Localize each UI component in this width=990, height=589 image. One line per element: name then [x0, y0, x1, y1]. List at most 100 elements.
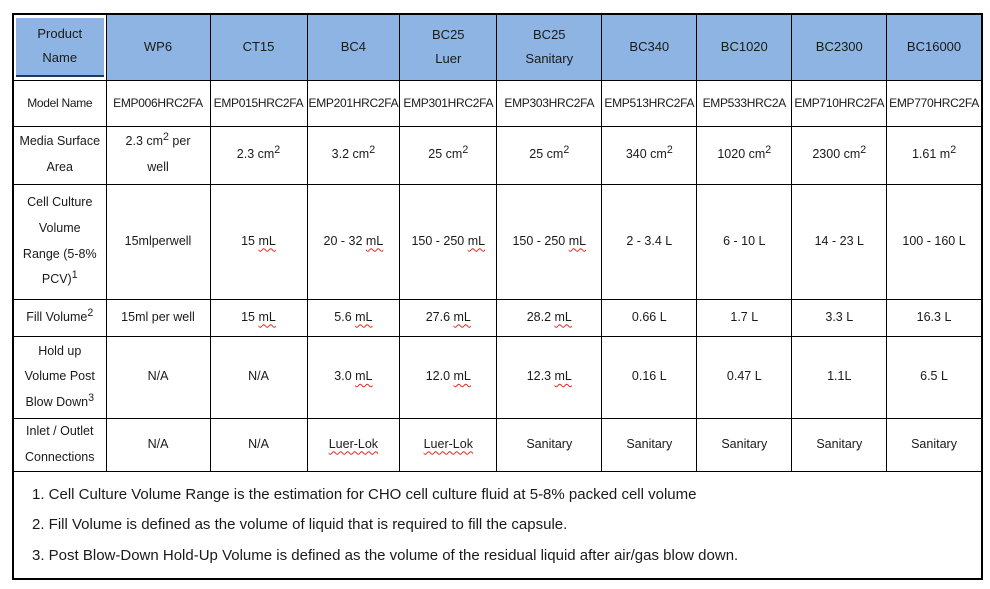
- table-row: Media Surface Area 2.3 cm2 per well 2.3 cm2 3…: [12, 125, 983, 185]
- table-cell: 15 mL: [209, 183, 308, 300]
- table-cell: 3.0 mL: [306, 335, 401, 419]
- spellcheck-squiggle-text: mL: [453, 309, 471, 324]
- table-cell: EMP006HRC2FA: [105, 79, 211, 127]
- table-header-row: Product Name WP6 CT15 BC4 BC25 Luer BC25 Sanitar…: [12, 13, 983, 81]
- table-cell: N/A: [105, 335, 211, 419]
- footnotes: 1. Cell Culture Volume Range is the esti…: [12, 470, 983, 580]
- spellcheck-squiggle-text: mL: [365, 233, 384, 248]
- table-cell: 27.6 mL: [399, 298, 498, 337]
- table-cell: Sanitary: [886, 417, 983, 472]
- superscript: 2: [462, 144, 469, 157]
- superscript: 2: [950, 144, 957, 157]
- header-cell-wp6: WP6: [105, 13, 211, 81]
- header-cell-bc340: BC340: [601, 13, 698, 81]
- header-cell-bc4: BC4: [306, 13, 401, 81]
- superscript: 2: [765, 144, 772, 157]
- row-label-media-surface: Media Surface Area: [12, 125, 107, 185]
- table-cell: 12.0 mL: [399, 335, 498, 419]
- spellcheck-squiggle-text: mL: [568, 233, 587, 248]
- spec-sheet-page: Product Name WP6 CT15 BC4 BC25 Luer BC25 Sanitar…: [12, 13, 983, 580]
- footnote: 3. Post Blow-Down Hold-Up Volume is defi…: [32, 546, 739, 564]
- table-cell: 15mlperwell: [105, 183, 211, 300]
- table-cell: EMP303HRC2FA: [496, 79, 603, 127]
- table-cell: 2.3 cm2 per well: [105, 125, 211, 185]
- table-cell: 3.3 L: [791, 298, 888, 337]
- spellcheck-squiggle-text: mL: [453, 369, 471, 384]
- table-cell: 14 - 23 L: [791, 183, 888, 300]
- table-cell: EMP770HRC2FA: [886, 79, 983, 127]
- table-cell: EMP513HRC2FA: [601, 79, 698, 127]
- table-cell: 20 - 32 mL: [306, 183, 401, 300]
- table-cell: 2.3 cm2: [209, 125, 308, 185]
- spellcheck-squiggle-text: mL: [554, 369, 572, 384]
- table-cell: EMP015HRC2FA: [209, 79, 308, 127]
- table-cell: 340 cm2: [601, 125, 698, 185]
- spellcheck-squiggle-text: mL: [258, 233, 276, 248]
- table-cell: EMP201HRC2FA: [306, 79, 401, 127]
- row-label-inlet-outlet: Inlet / Outlet Connections: [12, 417, 107, 472]
- table-cell: 15ml per well: [105, 298, 211, 337]
- table-cell: 150 - 250 mL: [399, 183, 498, 300]
- table-cell: EMP710HRC2FA: [791, 79, 888, 127]
- table-cell: Sanitary: [696, 417, 793, 472]
- table-cell: 5.6 mL: [306, 298, 401, 337]
- superscript: 3: [88, 391, 94, 404]
- table-cell: Luer-Lok: [306, 417, 401, 472]
- table-cell: 28.2 mL: [496, 298, 603, 337]
- table-cell: 12.3 mL: [496, 335, 603, 419]
- table-cell: 0.66 L: [601, 298, 698, 337]
- superscript: 2: [163, 131, 169, 144]
- superscript: 2: [666, 144, 673, 157]
- table-row: Inlet / Outlet Connections N/A N/A Luer-Lok L…: [12, 417, 983, 472]
- header-cell-bc2300: BC2300: [791, 13, 888, 81]
- table-row: Fill Volume2 15ml per well 15 mL 5.6 mL 27.6…: [12, 298, 983, 337]
- spellcheck-squiggle-text: mL: [355, 309, 373, 324]
- spellcheck-squiggle-text: mL: [258, 309, 276, 324]
- table-row: Cell Culture Volume Range (5-8% PCV)1 15mlpe…: [12, 183, 983, 300]
- table-cell: 2 - 3.4 L: [601, 183, 698, 300]
- table-cell: EMP301HRC2FA: [399, 79, 498, 127]
- header-cell-bc25-sanitary: BC25 Sanitary: [496, 13, 603, 81]
- product-name-header-label: Product Name: [16, 17, 104, 77]
- superscript: 2: [87, 306, 94, 319]
- table-cell: N/A: [209, 335, 308, 419]
- table-cell: N/A: [105, 417, 211, 472]
- header-cell-bc25-luer: BC25 Luer: [399, 13, 498, 81]
- table-cell: 6.5 L: [886, 335, 983, 419]
- superscript: 2: [274, 144, 281, 157]
- table-cell: 16.3 L: [886, 298, 983, 337]
- header-cell-bc1020: BC1020: [696, 13, 793, 81]
- table-cell: 25 cm2: [496, 125, 603, 185]
- table-cell: 150 - 250 mL: [496, 183, 603, 300]
- superscript: 2: [369, 144, 376, 157]
- spellcheck-squiggle-text: Luer-Lok: [328, 436, 379, 451]
- spellcheck-squiggle-text: mL: [467, 233, 486, 248]
- table-cell: N/A: [209, 417, 308, 472]
- table-cell: 0.47 L: [696, 335, 793, 419]
- table-cell: 25 cm2: [399, 125, 498, 185]
- table-cell: EMP533HRC2A: [696, 79, 793, 127]
- table-row: Model Name EMP006HRC2FA EMP015HRC2FA EMP201…: [12, 79, 983, 127]
- superscript: 2: [563, 144, 570, 157]
- superscript: 2: [860, 144, 867, 157]
- header-cell-product-name: Product Name: [12, 13, 107, 81]
- superscript: 1: [71, 268, 78, 281]
- spellcheck-squiggle-text: mL: [554, 309, 572, 324]
- row-label-cell-culture: Cell Culture Volume Range (5-8% PCV)1: [12, 183, 107, 300]
- table-cell: 1020 cm2: [696, 125, 793, 185]
- table-cell: Sanitary: [791, 417, 888, 472]
- table-cell: 15 mL: [209, 298, 308, 337]
- table-cell: Sanitary: [496, 417, 603, 472]
- footnote: 2. Fill Volume is defined as the volume …: [32, 516, 568, 533]
- footnote: 1. Cell Culture Volume Range is the esti…: [32, 485, 697, 503]
- table-row: Hold up Volume Post Blow Down3 N/A N/A 3.0 mL…: [12, 335, 983, 419]
- row-label-model-name: Model Name: [12, 79, 107, 127]
- table-cell: 3.2 cm2: [306, 125, 401, 185]
- product-spec-table: Product Name WP6 CT15 BC4 BC25 Luer BC25 Sanitar…: [12, 13, 983, 580]
- table-cell: 100 - 160 L: [886, 183, 983, 300]
- table-cell: Luer-Lok: [399, 417, 498, 472]
- table-cell: 1.61 m2: [886, 125, 983, 185]
- row-label-fill-volume-2: Fill Volume2: [12, 298, 107, 337]
- header-cell-ct15: CT15: [209, 13, 308, 81]
- row-label-hold-up: Hold up Volume Post Blow Down3: [12, 335, 107, 419]
